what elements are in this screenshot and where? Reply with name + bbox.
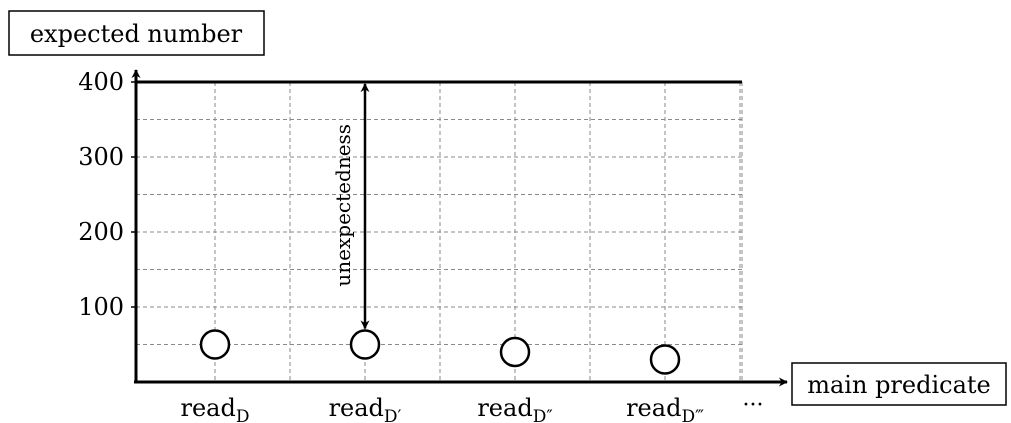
x-tick-labels: readD readD′ readD″ readD‴ ··· — [181, 393, 764, 423]
y-tick-label: 400 — [78, 68, 124, 96]
x-tick-label: readD″ — [477, 394, 552, 423]
y-axis-label: expected number — [30, 20, 243, 48]
annotation: unexpectedness — [331, 83, 370, 330]
x-tick-label: readD′ — [329, 394, 402, 423]
y-tick-label: 300 — [78, 143, 124, 171]
x-tick-label: readD — [181, 394, 250, 423]
y-tick-label: 100 — [78, 293, 124, 321]
data-point — [199, 329, 231, 360]
data-point — [649, 344, 681, 375]
data-point — [499, 336, 531, 368]
data-point — [349, 329, 381, 360]
data-points — [199, 329, 681, 375]
x-axis-label: main predicate — [807, 371, 991, 399]
y-tick-label: 200 — [78, 218, 124, 246]
x-tick-continuation: ··· — [743, 393, 764, 418]
y-tick-labels: 100 200 300 400 — [78, 68, 136, 321]
y-axis-label-box — [8, 10, 265, 56]
grid — [136, 82, 743, 382]
x-axis-label-box — [791, 362, 1007, 406]
x-tick-label: readD‴ — [626, 394, 704, 423]
annotation-label: unexpectedness — [331, 124, 355, 287]
